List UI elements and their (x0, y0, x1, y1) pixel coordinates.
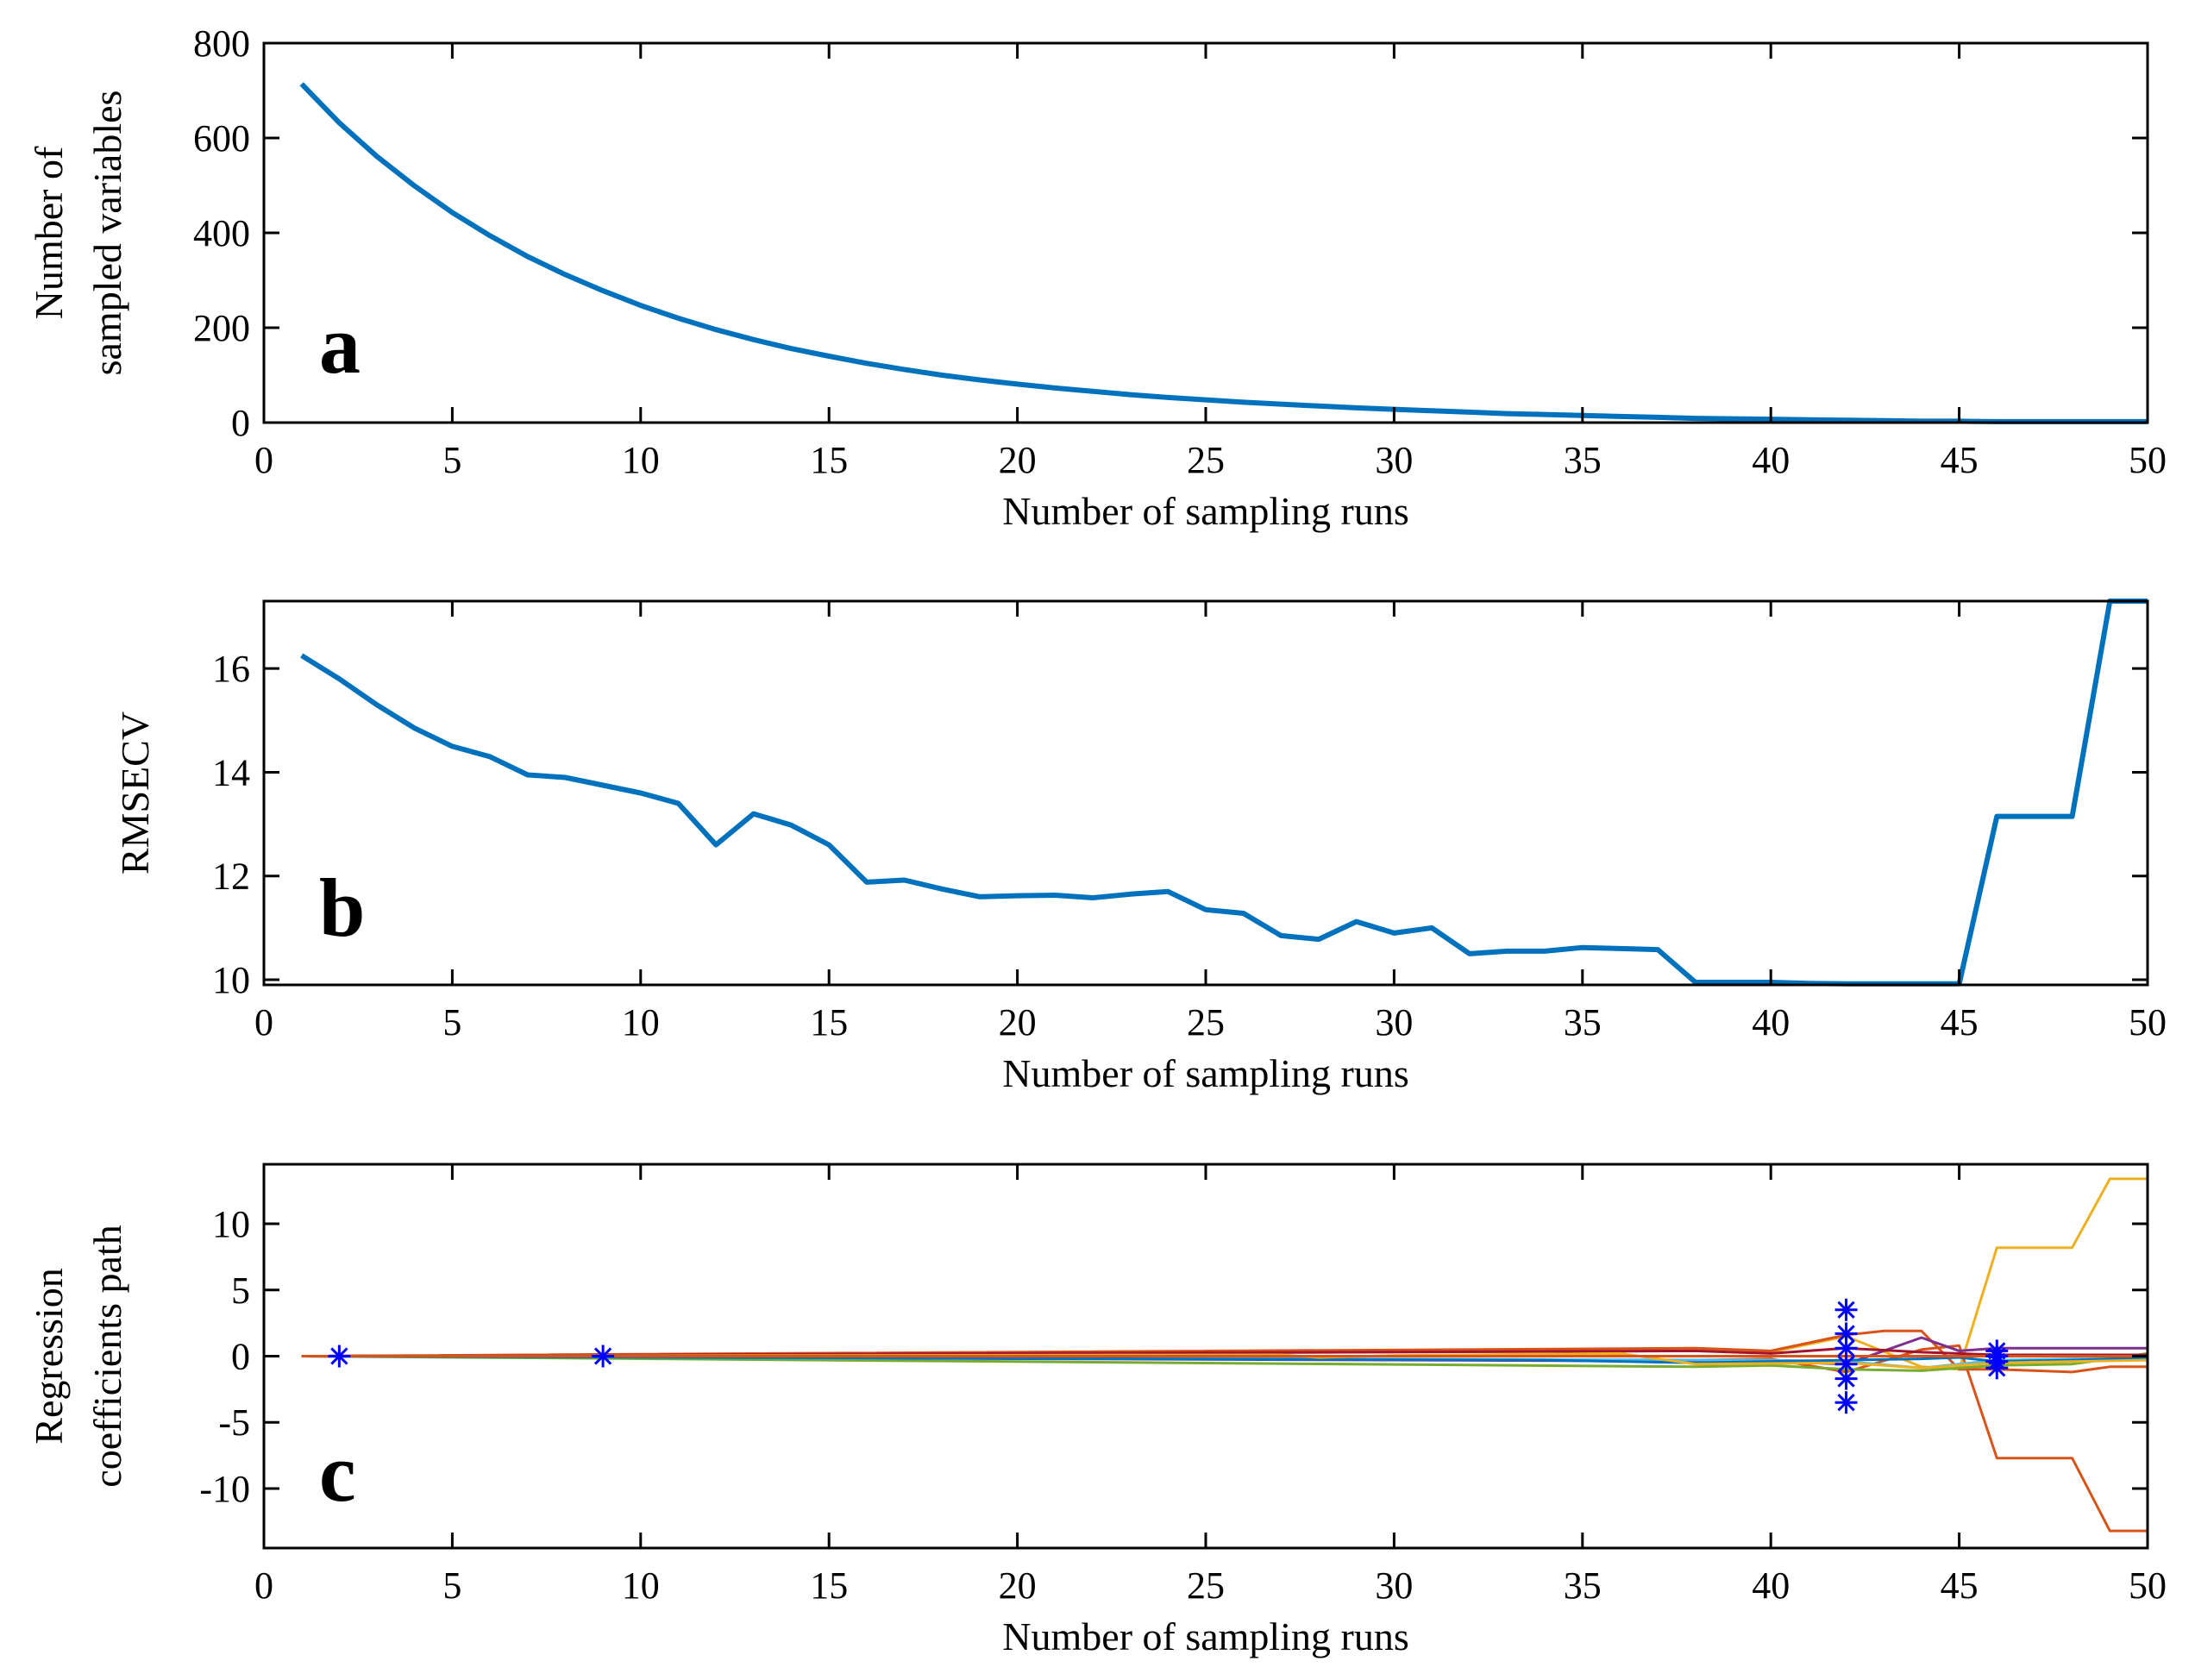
x-tick-label: 10 (622, 1001, 660, 1044)
series-line-5 (301, 1351, 2148, 1372)
y-tick-label: 10 (212, 959, 250, 1001)
x-tick-label: 5 (442, 1564, 461, 1607)
series-line-1 (300, 599, 2148, 987)
x-tick-label: 30 (1375, 1564, 1413, 1607)
x-axis-label: Number of sampling runs (1002, 1051, 1408, 1095)
x-tick-label: 20 (999, 439, 1037, 481)
y-tick-label: 12 (212, 856, 250, 898)
x-tick-label: 45 (1941, 1564, 1979, 1607)
x-tick-label: 5 (442, 439, 461, 481)
x-tick-label: 20 (999, 1001, 1037, 1044)
x-tick-label: 40 (1752, 1001, 1790, 1044)
x-tick-label: 5 (442, 1001, 461, 1044)
series-line-1 (299, 82, 2148, 424)
x-tick-label: 25 (1187, 1001, 1225, 1044)
y-tick-label: 600 (193, 117, 250, 160)
plot-area (301, 1177, 2148, 1533)
asterisk-marker (328, 1345, 351, 1368)
y-tick-label: 200 (193, 307, 250, 349)
y-tick-label: 800 (193, 22, 250, 65)
x-tick-label: 20 (999, 1564, 1037, 1607)
asterisk-marker (1834, 1322, 1858, 1345)
panel-a: 0 5 10 15 20 25 30 35 40 45 50 0 200 400 600 800 Number … (27, 22, 2167, 533)
x-tick-label: 0 (254, 1001, 273, 1044)
series-line-3 (301, 1329, 2148, 1374)
y-axis-label: coefficients path (85, 1225, 129, 1487)
x-tick-label: 50 (2129, 439, 2167, 481)
asterisk-marker (1834, 1391, 1858, 1414)
x-tick-label: 40 (1752, 1564, 1790, 1607)
asterisk-marker (1834, 1367, 1858, 1390)
y-tick-label: 400 (193, 212, 250, 254)
x-tick-label: 30 (1375, 439, 1413, 481)
x-tick-label: 35 (1564, 1564, 1602, 1607)
series-line-2 (301, 1344, 2148, 1533)
x-tick-label: 15 (810, 1564, 848, 1607)
asterisk-marker (592, 1345, 615, 1368)
y-tick-label: 10 (212, 1203, 250, 1245)
x-tick-label: 30 (1375, 1001, 1413, 1044)
panel-c: 0 5 10 15 20 25 30 35 40 45 50 -10 -5 0 5 10 Number of s… (27, 1163, 2167, 1658)
plot-area (299, 82, 2148, 424)
x-tick-label: 35 (1564, 439, 1602, 481)
x-tick-label: 45 (1941, 439, 1979, 481)
plot-area (300, 599, 2148, 987)
asterisk-marker (1834, 1298, 1858, 1321)
y-axis-label: RMSECV (113, 711, 157, 874)
y-tick-label: 0 (231, 402, 250, 444)
x-tick-label: 25 (1187, 439, 1225, 481)
x-tick-label: 0 (254, 1564, 273, 1607)
x-tick-label: 10 (622, 1564, 660, 1607)
x-axis-label: Number of sampling runs (1002, 489, 1408, 533)
y-tick-label: 14 (212, 751, 250, 793)
axes-frame (262, 41, 2149, 424)
series-line-7 (301, 1355, 2148, 1364)
x-tick-label: 50 (2129, 1001, 2167, 1044)
y-tick-label: -10 (199, 1468, 250, 1510)
x-tick-label: 15 (810, 1001, 848, 1044)
x-tick-label: 45 (1941, 1001, 1979, 1044)
y-axis-label: sampled variables (85, 91, 129, 376)
axes-frame (262, 599, 2149, 987)
x-tick-label: 25 (1187, 1564, 1225, 1607)
panel-b: 0 5 10 15 20 25 30 35 40 45 50 10 12 14 16 Number of sa… (113, 599, 2167, 1095)
x-tick-label: 35 (1564, 1001, 1602, 1044)
x-tick-label: 10 (622, 439, 660, 481)
panel-letter: c (319, 1426, 356, 1519)
x-axis-label: Number of sampling runs (1002, 1614, 1408, 1658)
x-tick-label: 40 (1752, 439, 1790, 481)
y-axis-label: Number of (27, 146, 71, 319)
y-tick-label: 16 (212, 648, 250, 690)
y-tick-label: 0 (231, 1336, 250, 1378)
asterisk-marker (1834, 1352, 1858, 1376)
x-tick-label: 0 (254, 439, 273, 481)
series-line-1 (301, 1177, 2148, 1371)
y-axis-label: Regression (27, 1268, 71, 1444)
y-tick-label: 5 (231, 1269, 250, 1312)
x-tick-label: 15 (810, 439, 848, 481)
y-tick-label: -5 (218, 1401, 250, 1444)
asterisk-marker (1985, 1357, 2009, 1380)
panel-letter: a (319, 298, 361, 391)
panel-letter: b (319, 862, 365, 954)
x-tick-label: 50 (2129, 1564, 2167, 1607)
